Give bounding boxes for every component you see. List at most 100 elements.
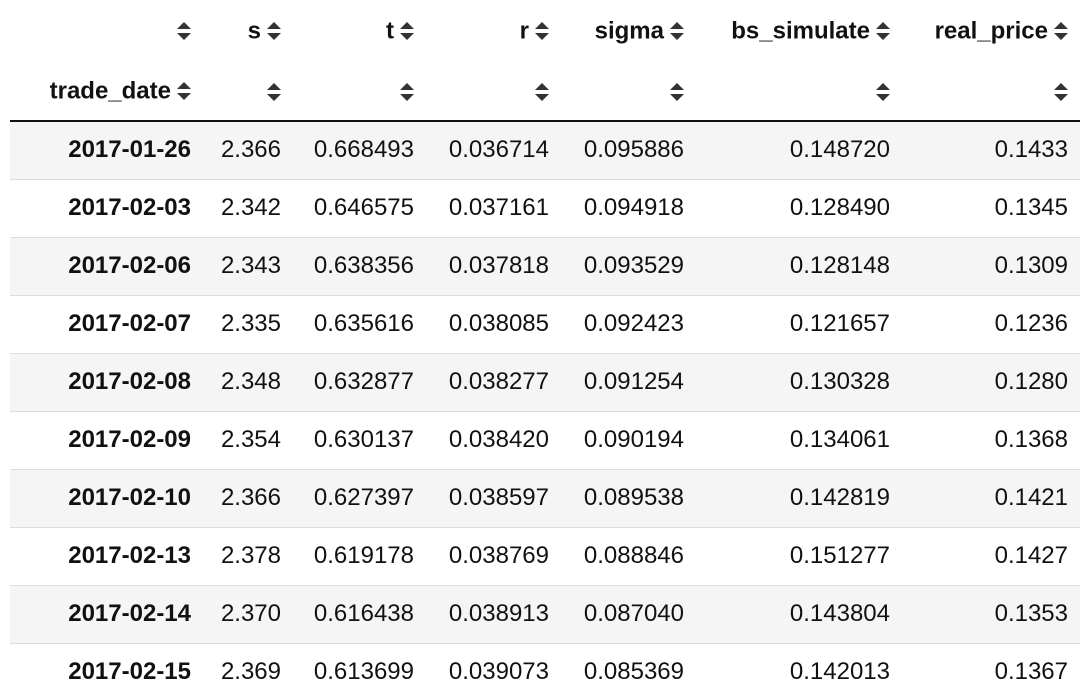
table-row: 2017-02-15 2.369 0.613699 0.039073 0.085369 0… (10, 643, 1080, 696)
column-header-real-price[interactable]: real_price (902, 0, 1080, 62)
row-index-trade-date: 2017-02-07 (10, 295, 203, 354)
cell-bs-simulate: 0.121657 (696, 295, 902, 354)
index-header-trade-date[interactable]: trade_date (10, 62, 203, 122)
header-row-columns: s t r sigma bs_simulate real_price (10, 0, 1080, 62)
cell-sigma: 0.085369 (561, 643, 696, 696)
sort-icon[interactable] (400, 22, 414, 41)
index-header-s[interactable] (203, 62, 293, 122)
cell-sigma: 0.090194 (561, 411, 696, 470)
index-header-real-price[interactable] (902, 62, 1080, 122)
cell-s: 2.335 (203, 295, 293, 354)
cell-real-price: 0.1236 (902, 295, 1080, 354)
cell-t: 0.619178 (293, 527, 426, 586)
table-row: 2017-01-26 2.366 0.668493 0.036714 0.095886 0… (10, 121, 1080, 180)
cell-bs-simulate: 0.134061 (696, 411, 902, 470)
table-header: s t r sigma bs_simulate real_price (10, 0, 1080, 122)
dataframe-table: s t r sigma bs_simulate real_price (10, 0, 1080, 696)
cell-real-price: 0.1353 (902, 585, 1080, 644)
cell-t: 0.616438 (293, 585, 426, 644)
table-row: 2017-02-09 2.354 0.630137 0.038420 0.090194 0… (10, 411, 1080, 470)
cell-real-price: 0.1427 (902, 527, 1080, 586)
cell-r: 0.038913 (426, 585, 561, 644)
sort-icon[interactable] (1054, 82, 1068, 101)
column-header-label: t (386, 17, 394, 45)
table-row: 2017-02-10 2.366 0.627397 0.038597 0.089538 0… (10, 469, 1080, 528)
index-header-bs-simulate[interactable] (696, 62, 902, 122)
cell-real-price: 0.1421 (902, 469, 1080, 528)
table-row: 2017-02-03 2.342 0.646575 0.037161 0.094918 0… (10, 179, 1080, 238)
cell-s: 2.354 (203, 411, 293, 470)
sort-icon[interactable] (535, 82, 549, 101)
column-header-bs-simulate[interactable]: bs_simulate (696, 0, 902, 62)
column-header-label: r (519, 17, 529, 45)
sort-icon[interactable] (876, 22, 890, 41)
cell-bs-simulate: 0.148720 (696, 121, 902, 180)
column-header-label: bs_simulate (731, 17, 870, 45)
column-header-index[interactable] (10, 0, 203, 62)
cell-sigma: 0.093529 (561, 237, 696, 296)
cell-real-price: 0.1345 (902, 179, 1080, 238)
column-header-label: sigma (594, 17, 664, 45)
row-index-trade-date: 2017-02-08 (10, 353, 203, 412)
column-header-r[interactable]: r (426, 0, 561, 62)
cell-bs-simulate: 0.128148 (696, 237, 902, 296)
cell-r: 0.037818 (426, 237, 561, 296)
cell-t: 0.668493 (293, 121, 426, 180)
cell-bs-simulate: 0.143804 (696, 585, 902, 644)
cell-t: 0.646575 (293, 179, 426, 238)
sort-icon[interactable] (267, 22, 281, 41)
table-body: 2017-01-26 2.366 0.668493 0.036714 0.095886 0… (10, 121, 1080, 696)
sort-icon[interactable] (535, 22, 549, 41)
column-header-label: s (247, 17, 261, 45)
cell-r: 0.038277 (426, 353, 561, 412)
cell-t: 0.627397 (293, 469, 426, 528)
table-row: 2017-02-08 2.348 0.632877 0.038277 0.091254 0… (10, 353, 1080, 412)
table-row: 2017-02-06 2.343 0.638356 0.037818 0.093529 0… (10, 237, 1080, 296)
column-header-label: real_price (934, 17, 1048, 45)
row-index-trade-date: 2017-02-13 (10, 527, 203, 586)
row-index-trade-date: 2017-01-26 (10, 121, 203, 180)
cell-bs-simulate: 0.142819 (696, 469, 902, 528)
cell-r: 0.036714 (426, 121, 561, 180)
sort-icon[interactable] (876, 82, 890, 101)
cell-r: 0.039073 (426, 643, 561, 696)
row-index-trade-date: 2017-02-14 (10, 585, 203, 644)
cell-real-price: 0.1368 (902, 411, 1080, 470)
cell-sigma: 0.094918 (561, 179, 696, 238)
index-header-r[interactable] (426, 62, 561, 122)
sort-icon[interactable] (400, 82, 414, 101)
sort-icon[interactable] (267, 82, 281, 101)
sort-icon[interactable] (177, 82, 191, 101)
row-index-trade-date: 2017-02-09 (10, 411, 203, 470)
cell-s: 2.343 (203, 237, 293, 296)
index-header-label: trade_date (49, 77, 171, 105)
index-header-sigma[interactable] (561, 62, 696, 122)
cell-s: 2.366 (203, 469, 293, 528)
cell-t: 0.632877 (293, 353, 426, 412)
cell-sigma: 0.089538 (561, 469, 696, 528)
cell-r: 0.038420 (426, 411, 561, 470)
cell-s: 2.348 (203, 353, 293, 412)
cell-bs-simulate: 0.130328 (696, 353, 902, 412)
cell-s: 2.378 (203, 527, 293, 586)
column-header-s[interactable]: s (203, 0, 293, 62)
cell-sigma: 0.092423 (561, 295, 696, 354)
sort-icon[interactable] (670, 82, 684, 101)
row-index-trade-date: 2017-02-06 (10, 237, 203, 296)
index-header-t[interactable] (293, 62, 426, 122)
table-row: 2017-02-14 2.370 0.616438 0.038913 0.087040 0… (10, 585, 1080, 644)
row-index-trade-date: 2017-02-03 (10, 179, 203, 238)
cell-bs-simulate: 0.142013 (696, 643, 902, 696)
column-header-sigma[interactable]: sigma (561, 0, 696, 62)
sort-icon[interactable] (177, 22, 191, 41)
cell-r: 0.037161 (426, 179, 561, 238)
row-index-trade-date: 2017-02-15 (10, 643, 203, 696)
column-header-t[interactable]: t (293, 0, 426, 62)
cell-s: 2.366 (203, 121, 293, 180)
cell-sigma: 0.091254 (561, 353, 696, 412)
cell-t: 0.638356 (293, 237, 426, 296)
sort-icon[interactable] (670, 22, 684, 41)
cell-t: 0.635616 (293, 295, 426, 354)
sort-icon[interactable] (1054, 22, 1068, 41)
cell-real-price: 0.1367 (902, 643, 1080, 696)
